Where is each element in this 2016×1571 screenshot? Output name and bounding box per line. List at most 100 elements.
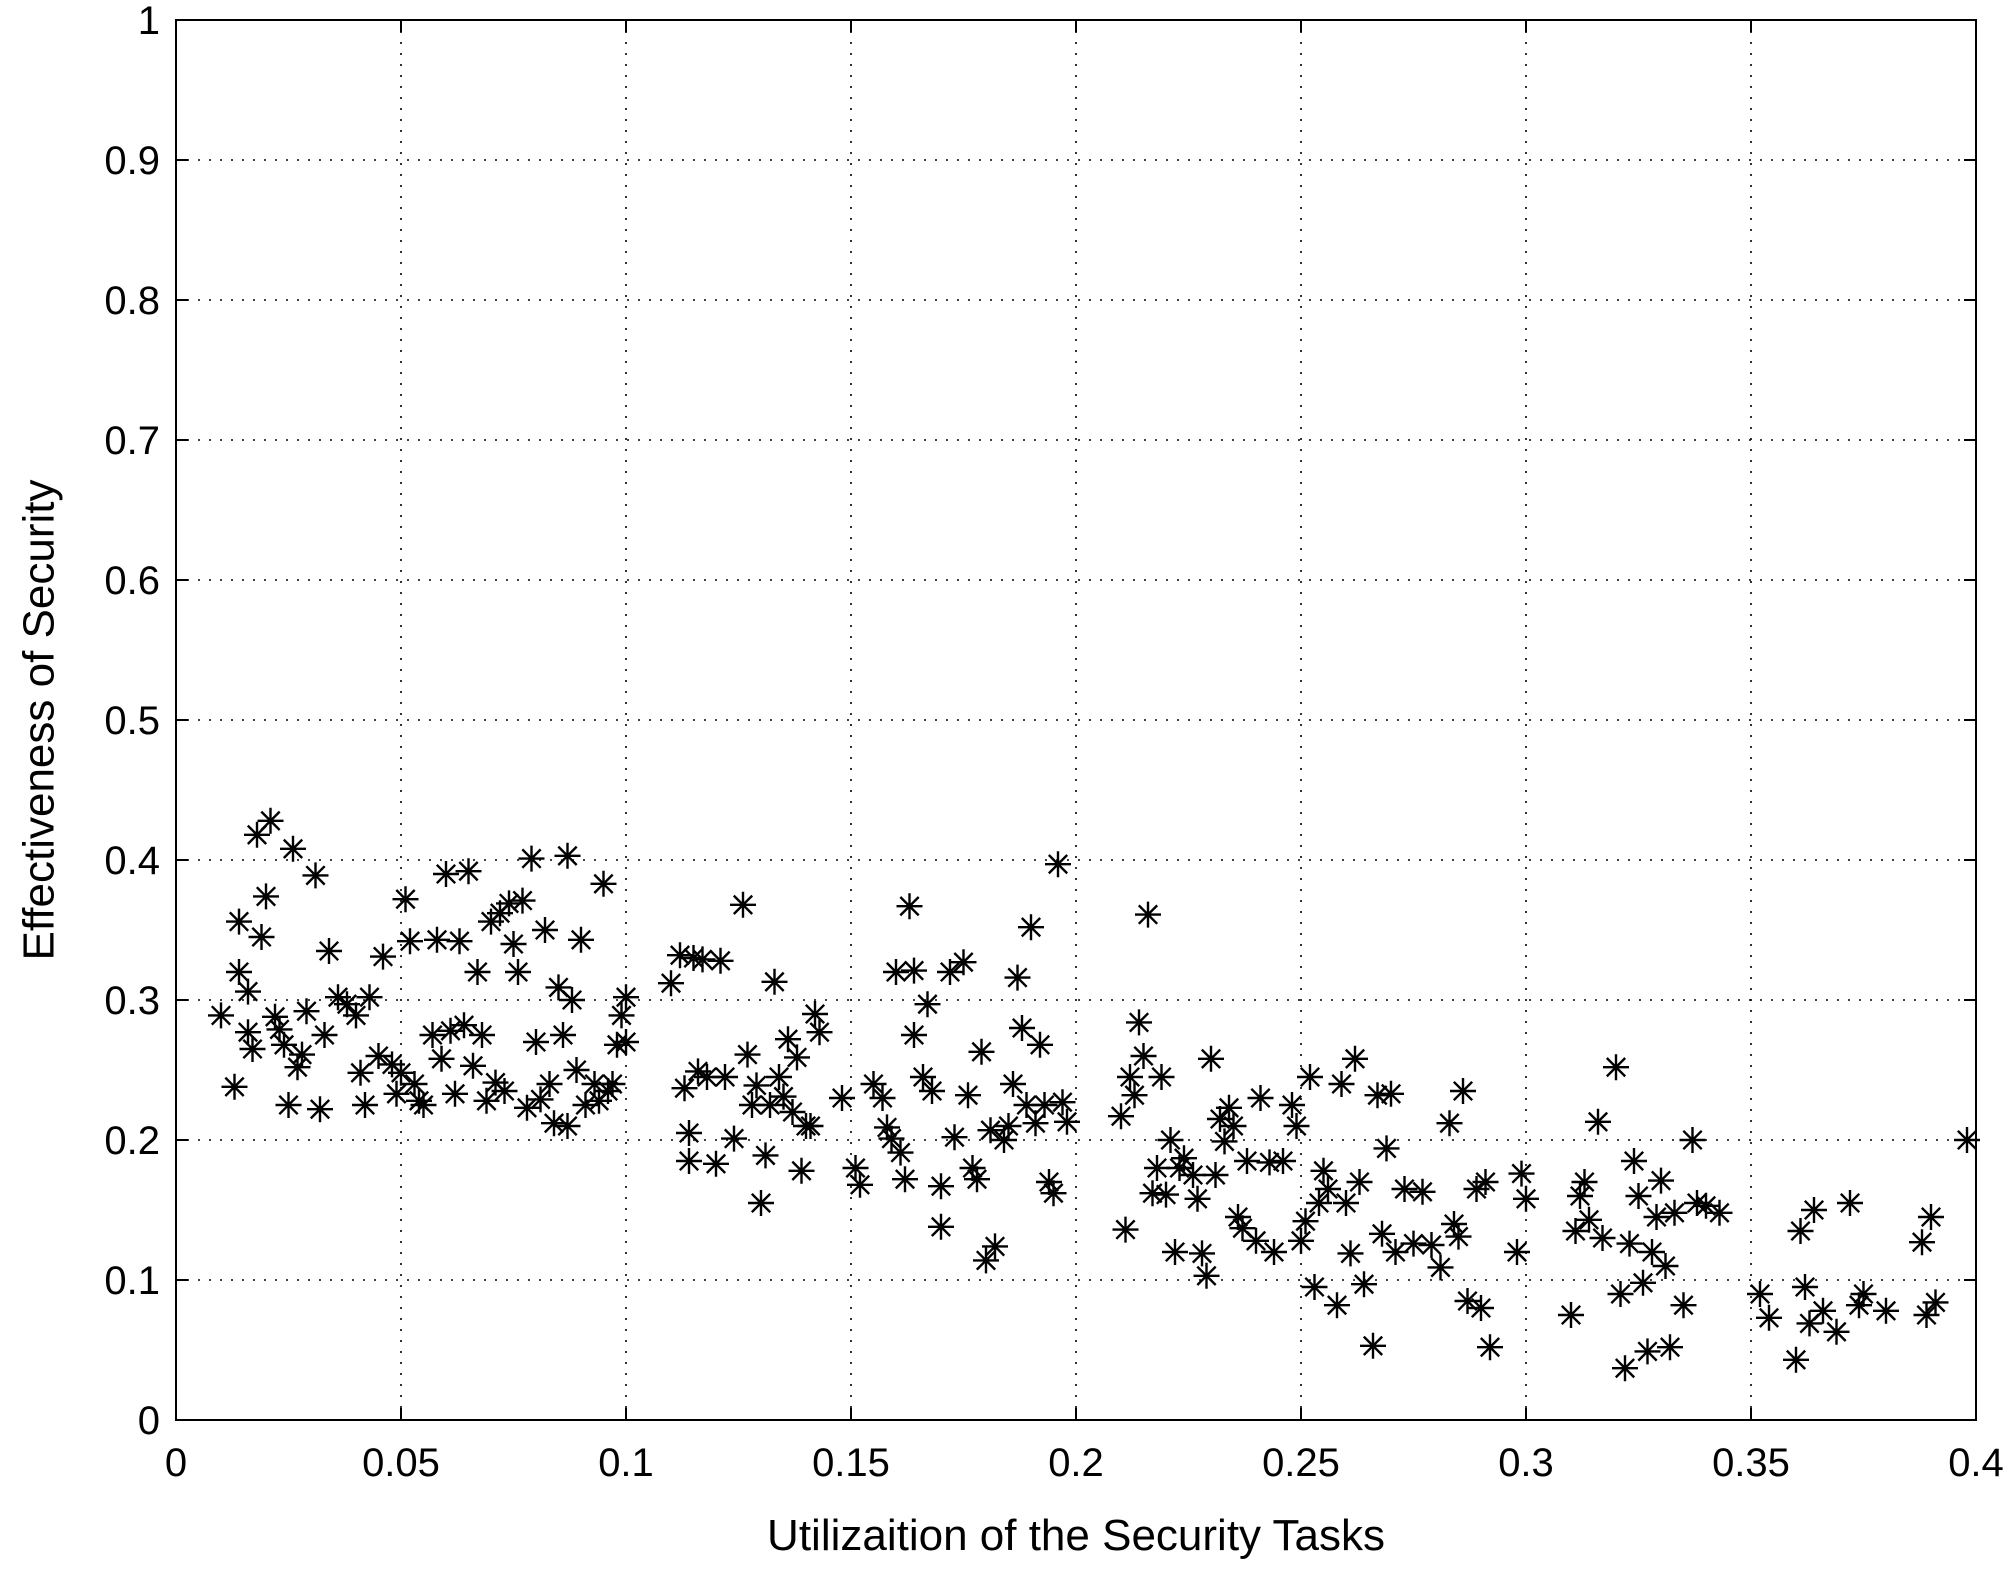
scatter-point [500,931,527,957]
scatter-point [293,998,320,1025]
scatter-point [1468,1295,1494,1321]
scatter-point [239,1036,266,1062]
scatter-point [1193,1262,1220,1289]
scatter-point [1270,1148,1296,1174]
scatter-point [1652,1253,1679,1279]
x-tick-label: 0.4 [1948,1441,2004,1485]
scatter-point [1009,1015,1035,1041]
scatter-point [302,862,329,889]
scatter-point [1211,1128,1238,1155]
scatter-point [559,987,585,1013]
scatter-point [739,1092,765,1118]
scatter-point [1612,1355,1638,1382]
scatter-point [397,928,423,955]
scatter-point [1234,1148,1260,1174]
scatter-point [689,946,716,973]
scatter-point [761,968,788,995]
scatter-point [1463,1176,1490,1202]
scatter-point [343,1002,369,1029]
scatter-point [1018,914,1044,941]
x-tick-label: 0.3 [1498,1441,1554,1485]
scatter-point [1013,1092,1040,1118]
scatter-point [955,1082,981,1109]
scatter-point [271,1031,297,1058]
scatter-point [1324,1292,1350,1319]
scatter-point [721,1125,747,1152]
scatter-point [257,807,284,834]
scatter-point [1288,1227,1314,1254]
scatter-point [527,1086,554,1113]
scatter-point [473,1087,500,1114]
scatter-point [226,959,252,985]
scatter-point [581,1071,608,1097]
scatter-point [770,1083,797,1110]
scatter-point [869,1085,896,1111]
y-tick-label: 0.8 [104,279,160,323]
scatter-point [1351,1271,1377,1298]
scatter-point [1004,964,1031,991]
scatter-point [1837,1190,1863,1216]
scatter-point [995,1113,1022,1139]
scatter-point [392,886,419,913]
scatter-point [1166,1155,1193,1181]
scatter-point [901,1022,927,1048]
scatter-point [1796,1310,1823,1337]
scatter-point [752,1142,779,1169]
scatter-point [743,1072,770,1099]
data-points [208,807,1980,1382]
scatter-point [1567,1183,1593,1209]
scatter-point [1031,1092,1058,1118]
scatter-point [496,890,522,917]
scatter-point [1823,1318,1850,1345]
scatter-point [1648,1167,1674,1194]
scatter-point [1747,1281,1773,1307]
scatter-point [608,1002,635,1029]
scatter-point [1292,1208,1319,1235]
scatter-point [604,1031,630,1058]
scatter-point [1400,1230,1427,1257]
scatter-point [383,1080,410,1107]
scatter-point [1000,1071,1026,1097]
x-axis-label: Utilizaition of the Security Tasks [767,1511,1385,1560]
scatter-point [1157,1127,1184,1153]
scatter-point [1625,1183,1652,1209]
scatter-point [914,991,941,1018]
scatter-point [1135,901,1161,928]
scatter-point [1112,1216,1139,1243]
scatter-point [1657,1334,1683,1361]
scatter-point [937,959,963,985]
scatter-point [1616,1230,1643,1257]
scatter-point [788,1157,815,1184]
scatter-point [428,1045,455,1072]
x-tick-label: 0.05 [362,1441,440,1485]
scatter-point [1360,1332,1386,1359]
y-tick-label: 0.2 [104,1119,160,1163]
y-tick-labels: 0 0.1 0.2 0.3 0.4 0.5 0.6 0.7 0.8 0.9 1 [104,0,160,1443]
scatter-point [1256,1149,1283,1176]
scatter-point [847,1171,873,1198]
scatter-point [1477,1334,1503,1361]
scatter-point [586,1087,612,1114]
scatter-point [433,861,459,887]
scatter-point [568,926,594,953]
scatter-point [941,1124,968,1151]
scatter-point [370,943,396,970]
scatter-point [676,1120,702,1146]
scatter-point [1454,1288,1481,1314]
scatter-point [1180,1162,1206,1188]
scatter-point [1261,1239,1287,1265]
scatter-point [532,917,558,943]
scatter-point [401,1071,428,1097]
scatter-point [469,1022,495,1048]
scatter-point [1171,1145,1197,1172]
scatter-point [730,891,756,918]
scatter-point [266,1016,293,1043]
y-tick-label: 0.9 [104,139,160,183]
scatter-point [1364,1082,1391,1109]
scatter-point [253,883,279,910]
scatter-point [523,1029,549,1055]
scatter-point [275,1092,302,1118]
scatter-point [1315,1176,1341,1202]
scatter-point [280,835,306,862]
